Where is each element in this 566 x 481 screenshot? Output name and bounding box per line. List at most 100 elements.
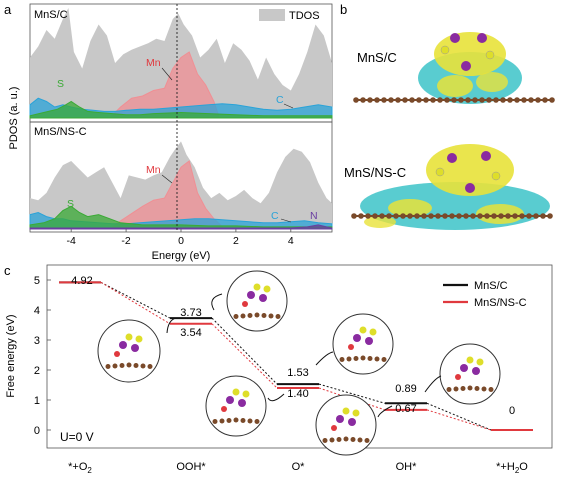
carbon-atom <box>388 97 394 103</box>
carbon-atom <box>247 418 253 424</box>
carbon-atom <box>133 363 139 368</box>
o-atom <box>242 301 248 307</box>
s-atom <box>440 45 450 55</box>
pointer-mn-top <box>161 67 173 81</box>
inset-circle <box>97 319 161 383</box>
carbon-atom <box>519 213 525 219</box>
mn-atom <box>477 33 487 43</box>
label-n-bottom: N <box>310 210 318 222</box>
mn-atom <box>450 33 460 43</box>
carbon-atom <box>365 213 371 219</box>
carbon-atom <box>498 213 504 219</box>
s-atom <box>253 283 261 291</box>
energy-connector <box>211 323 278 389</box>
inset-circle <box>226 270 288 332</box>
carbon-atom <box>512 213 518 219</box>
carbon-atom <box>247 313 253 318</box>
carbon-atom <box>240 418 246 423</box>
carbon-atom <box>542 97 548 103</box>
tdos-legend-swatch <box>259 9 285 21</box>
carbon-atom <box>540 213 546 219</box>
inset-atoms <box>105 283 494 443</box>
o-atom <box>221 406 227 412</box>
carbon-atom <box>463 213 469 219</box>
energy-frame <box>46 264 553 449</box>
s-atom <box>342 407 350 415</box>
carbon-atom <box>409 97 415 103</box>
carbon-atom <box>140 363 146 369</box>
curved-arrow <box>377 405 393 418</box>
value-label-o2: 4.92 <box>71 275 92 287</box>
s-atom <box>263 285 271 293</box>
carbon-atom <box>268 313 274 319</box>
carbon-atom <box>357 437 363 443</box>
carbon-atom <box>358 213 364 219</box>
panel-c-letter: c <box>4 263 11 278</box>
category-h2o: *+H2O <box>496 461 528 475</box>
s-atom <box>359 326 367 334</box>
mn-atom <box>447 153 457 163</box>
s-atom <box>125 333 133 341</box>
energy-connector <box>426 409 492 431</box>
o-atom <box>331 425 337 431</box>
carbon-atom <box>336 437 342 442</box>
s-atom <box>369 328 377 336</box>
curved-arrow <box>424 375 442 393</box>
pdos-x-tick-label: 2 <box>233 235 239 247</box>
category-oh: OH* <box>396 461 418 473</box>
carbon-atom <box>533 213 539 219</box>
carbon-atom <box>393 213 399 219</box>
carbon-atom <box>472 97 478 103</box>
carbon-atom <box>226 418 232 423</box>
carbon-atom <box>481 386 487 392</box>
energy-y-tick-label: 3 <box>34 335 40 347</box>
label-mn-top: Mn <box>146 57 161 69</box>
carbon-atom <box>474 386 480 391</box>
carbon-atom <box>484 213 490 219</box>
pdos-top-plot <box>29 8 333 119</box>
carbon-atom <box>329 437 335 443</box>
energy-y-tick-label: 1 <box>34 395 40 407</box>
legend-label-mnsc: MnS/C <box>474 280 508 292</box>
pointer-c-bottom <box>280 218 292 223</box>
carbon-atom <box>467 385 473 391</box>
carbon-atom <box>528 97 534 103</box>
carbon-atom <box>416 97 422 103</box>
carbon-atom <box>423 97 429 103</box>
label-c-top: C <box>276 94 284 106</box>
carbon-atom <box>360 355 366 361</box>
carbon-atom <box>322 438 328 443</box>
carbon-atom <box>346 356 352 362</box>
mn-atom <box>238 399 246 407</box>
s-atom <box>476 358 484 366</box>
carbon-atom <box>444 97 450 103</box>
carbon-atom <box>449 213 455 219</box>
value-label-h2o: 0 <box>509 405 515 417</box>
legend-label-mnsnsc: MnS/NS-C <box>474 297 527 309</box>
carbon-atom <box>112 363 118 369</box>
energy-connector <box>211 317 278 385</box>
carbon-atom <box>521 97 527 103</box>
value-label-oh-mnsc: 0.89 <box>395 383 416 395</box>
carbon-atom <box>400 213 406 219</box>
carbon-atom <box>395 97 401 103</box>
mn-atom <box>353 334 361 342</box>
pdos-x-tick-label: 0 <box>178 235 184 247</box>
curved-arrow <box>211 293 223 311</box>
mn-atom <box>481 151 491 161</box>
energy-levels <box>59 281 533 431</box>
label-s-top: S <box>57 78 64 90</box>
pdos-s-area <box>29 100 333 119</box>
panel-b-letter: b <box>340 2 347 17</box>
carbon-atom <box>367 97 373 103</box>
pdos-x-tick-label: -4 <box>67 235 76 247</box>
carbon-atom <box>430 97 436 103</box>
carbon-atom <box>372 213 378 219</box>
carbon-atom <box>514 97 520 103</box>
carbon-atom <box>374 356 380 362</box>
carbon-atom <box>446 387 452 392</box>
inset-circle <box>332 313 394 375</box>
label-mn-bottom: Mn <box>146 164 161 176</box>
energy-connector <box>100 281 171 319</box>
